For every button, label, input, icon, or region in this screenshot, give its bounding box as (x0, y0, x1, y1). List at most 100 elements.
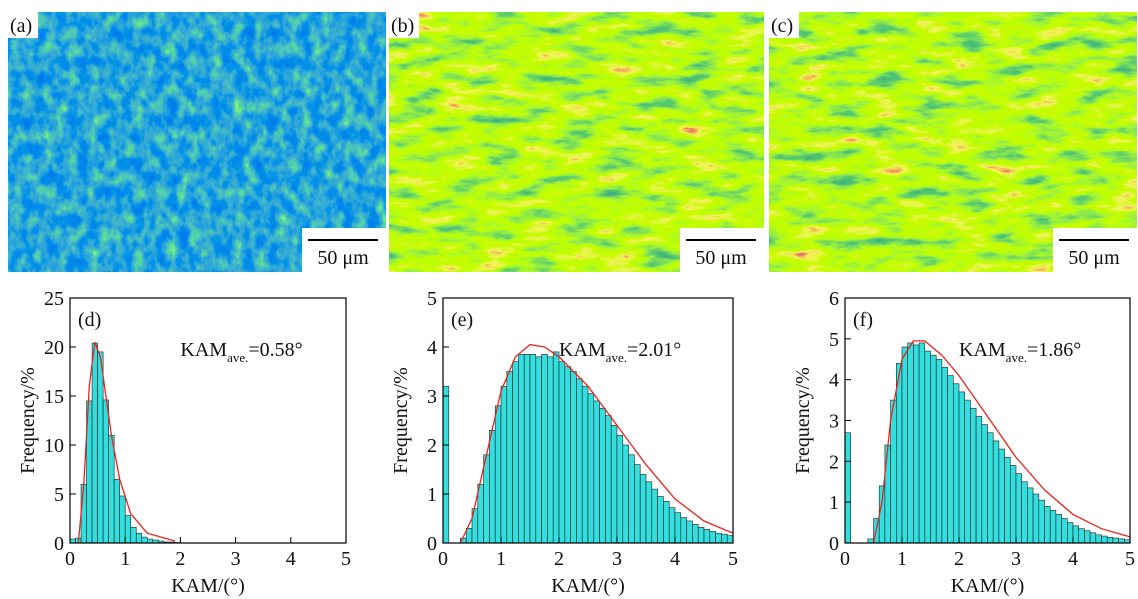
bar (512, 361, 519, 544)
bar (947, 375, 954, 544)
y-tick-label: 25 (44, 288, 64, 310)
scale-bar-label: 50 μm (695, 247, 747, 269)
bar (697, 527, 705, 544)
bar (1061, 518, 1068, 544)
fit-curve (872, 340, 1131, 544)
bar (1106, 536, 1114, 544)
y-tick-label: 6 (829, 288, 839, 310)
bar (844, 432, 851, 544)
bar (500, 385, 508, 544)
x-tick-label: 1 (120, 548, 130, 570)
x-axis-label: KAM/(°) (551, 575, 625, 597)
x-tick-label: 5 (341, 548, 351, 570)
scale-bar-label: 50 μm (1068, 247, 1120, 269)
bar (1089, 532, 1097, 544)
bar (1101, 535, 1108, 544)
y-tick-label: 1 (427, 484, 437, 506)
scale-bar-box (1053, 228, 1137, 272)
y-tick-label: 5 (54, 484, 64, 506)
bar (686, 520, 693, 544)
bar (622, 444, 629, 544)
bar (924, 350, 931, 544)
y-tick-label: 1 (829, 492, 839, 514)
x-tick-label: 0 (840, 548, 850, 570)
panel-label: (c) (771, 15, 793, 37)
bar (1049, 510, 1057, 544)
bar (605, 415, 612, 544)
bar (141, 536, 148, 544)
y-tick-label: 0 (54, 533, 64, 555)
bar (930, 354, 937, 544)
bar (634, 464, 641, 544)
bar (692, 524, 699, 544)
panel-label: (f) (853, 309, 873, 331)
bar (651, 488, 658, 544)
bar (680, 517, 687, 544)
bar (890, 399, 897, 544)
x-tick-label: 2 (175, 548, 185, 570)
bar (1004, 456, 1011, 544)
x-tick-label: 5 (728, 548, 738, 570)
bar (1015, 473, 1022, 544)
annotation-sub: ave. (606, 350, 627, 365)
bar (465, 527, 473, 544)
bar (610, 425, 618, 544)
x-tick-label: 2 (954, 548, 964, 570)
bar (1112, 537, 1119, 544)
x-tick-label: 5 (1125, 548, 1135, 570)
bar (628, 454, 635, 544)
bar (130, 527, 137, 544)
bar (884, 444, 891, 544)
bar (987, 432, 994, 544)
y-axis-label: Frequency/% (792, 367, 814, 474)
bar (657, 496, 664, 544)
y-tick-label: 10 (44, 435, 64, 457)
bar (119, 495, 126, 544)
histogram-panel: 0 1 2 3 4 5 0 5 10 15 20 25 KAM/(°) Frequency/% (d) KAM… (17, 288, 351, 597)
bar (663, 501, 670, 544)
bar (477, 483, 484, 544)
bar (483, 454, 490, 544)
bar (645, 481, 653, 544)
bar (599, 407, 606, 544)
bar (721, 533, 728, 544)
x-tick-label: 2 (554, 548, 564, 570)
fit-curve (459, 343, 734, 544)
bar (975, 416, 983, 544)
y-tick-label: 5 (829, 329, 839, 351)
x-tick-label: 4 (1068, 548, 1078, 570)
annotation-sub: ave. (227, 350, 248, 365)
x-tick-label: 4 (670, 548, 680, 570)
bar (639, 474, 647, 544)
x-tick-label: 4 (286, 548, 296, 570)
y-tick-label: 5 (427, 288, 437, 310)
y-tick-label: 20 (44, 337, 64, 359)
bar (1032, 493, 1040, 544)
bar (1055, 514, 1062, 544)
fit-curve (77, 341, 176, 544)
bar (970, 407, 977, 544)
x-tick-label: 0 (438, 548, 448, 570)
x-tick-label: 3 (612, 548, 622, 570)
scale-bar-box (680, 228, 764, 272)
bar (494, 405, 502, 544)
bar (547, 356, 554, 544)
bar (1067, 522, 1074, 544)
bar (124, 515, 132, 544)
bar (1118, 538, 1125, 544)
annotation-value: =1.86° (1027, 339, 1081, 361)
label-box (769, 12, 799, 38)
bar (581, 385, 589, 544)
bar (715, 532, 722, 544)
annotation-main: KAM (959, 339, 1006, 361)
bar (518, 354, 525, 544)
bar (91, 342, 98, 544)
plot-frame (442, 297, 734, 544)
panel-label: (a) (10, 15, 32, 37)
y-tick-label: 15 (44, 386, 64, 408)
panel-label: (e) (451, 309, 473, 331)
bar (558, 361, 566, 544)
y-tick-label: 0 (829, 533, 839, 555)
bar (981, 424, 988, 544)
